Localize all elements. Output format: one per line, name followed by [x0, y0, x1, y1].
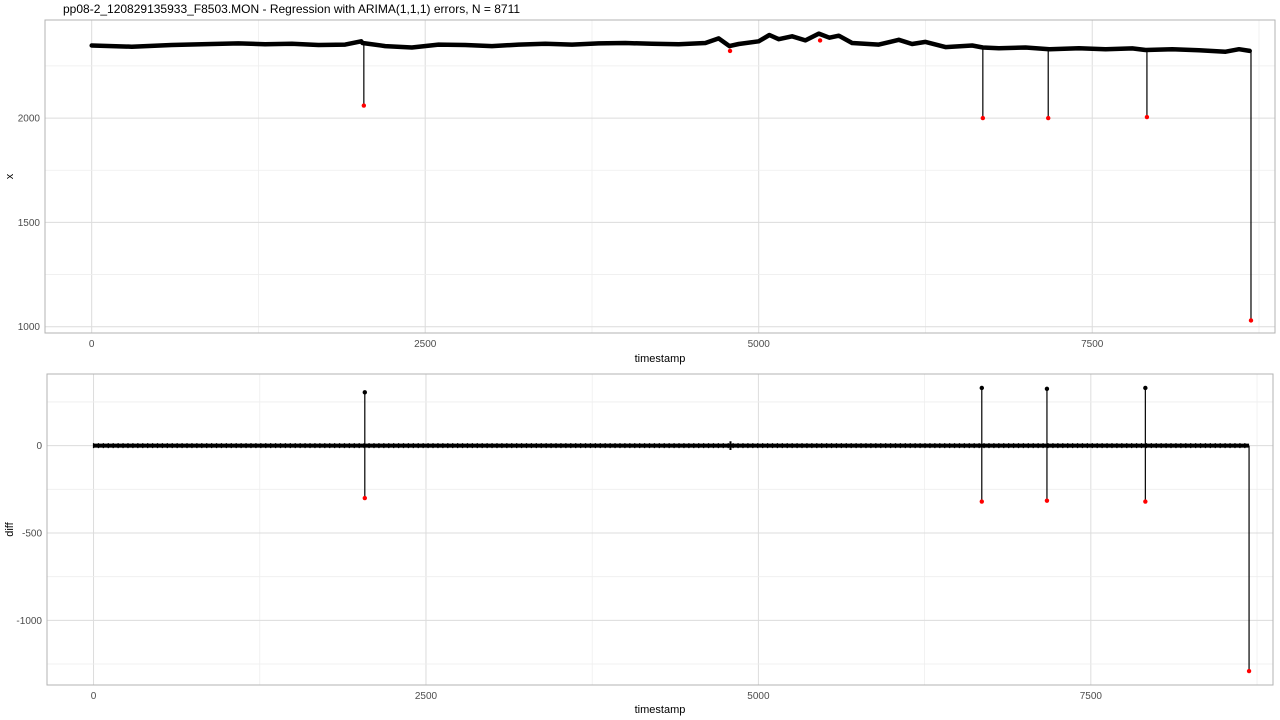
anomaly-point [817, 38, 823, 43]
x-tick-label: 2500 [414, 339, 437, 350]
anomaly-point [1143, 499, 1148, 504]
x-tick-label: 2500 [415, 691, 438, 702]
y-tick-label: 1000 [18, 322, 41, 333]
bottom-panel: 0 2500 5000 7500 -1000 -500 0 timestamp diff [4, 373, 1274, 716]
y-axis-title: x [4, 173, 16, 179]
panel-border [44, 19, 1276, 334]
y-tick-label: 0 [36, 441, 42, 452]
anomaly-point [1246, 668, 1252, 674]
x-tick-label: 0 [89, 339, 95, 350]
y-tick-label: -500 [22, 528, 42, 539]
peak-point [979, 385, 984, 391]
panel-border [46, 373, 1274, 686]
panel-background [47, 374, 1273, 685]
y-tick-label: 1500 [18, 218, 41, 229]
peak-point [1143, 385, 1148, 391]
y-axis-title: diff [4, 521, 16, 536]
x-axis-title: timestamp [635, 704, 686, 716]
anomaly-point [1144, 114, 1150, 120]
anomaly-point [361, 103, 367, 108]
figure-title: pp08-2_120829135933_F8503.MON - Regressi… [63, 2, 521, 16]
anomaly-point [727, 48, 733, 54]
x-tick-label: 5000 [747, 691, 770, 702]
anomaly-point [979, 499, 984, 504]
anomaly-point [1044, 498, 1050, 503]
anomaly-point [362, 495, 368, 501]
x-tick-label: 7500 [1081, 339, 1104, 350]
anomaly-point [1046, 115, 1051, 121]
y-tick-label: 2000 [18, 114, 41, 125]
x-axis-title: timestamp [635, 353, 686, 365]
panel-background [45, 20, 1275, 333]
x-tick-label: 0 [91, 691, 97, 702]
x-tick-label: 5000 [748, 339, 771, 350]
peak-point [1044, 386, 1050, 392]
series-line [89, 31, 1252, 54]
anomaly-point [1248, 318, 1254, 323]
x-tick-label: 7500 [1080, 691, 1103, 702]
peak-point [362, 390, 368, 395]
y-tick-label: -1000 [16, 616, 42, 627]
anomaly-point [980, 115, 986, 121]
top-panel: 0 2500 5000 7500 1000 1500 2000 timestamp x [4, 19, 1276, 365]
